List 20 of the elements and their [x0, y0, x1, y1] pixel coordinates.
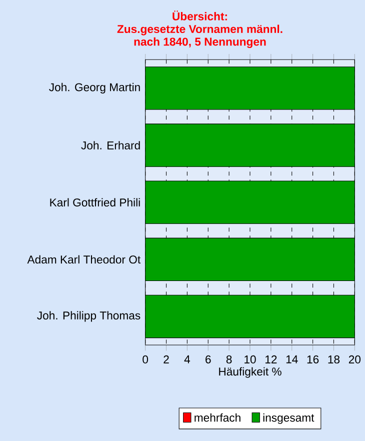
x-tick-label: 6: [205, 355, 211, 364]
legend-label: mehrfach: [194, 413, 240, 422]
x-tick-label: 0: [142, 355, 148, 364]
x-tick-label: 18: [328, 355, 340, 364]
x-tick-label: 8: [226, 355, 232, 364]
y-tick-label: Joh. Philipp Thomas: [36, 311, 140, 322]
x-tick-label: 12: [265, 355, 276, 364]
x-tick-label: 4: [184, 355, 190, 364]
x-tick-label: 2: [163, 355, 169, 364]
x-tick-label: 20: [348, 355, 360, 364]
y-tick-label: Joh. Georg Martin: [48, 82, 140, 94]
y-tick-label: Joh. Erhard: [80, 141, 140, 150]
x-tick-label: 14: [286, 355, 298, 364]
x-tick-label: 10: [244, 355, 256, 364]
x-axis-title: Häufigkeit %: [218, 367, 282, 378]
chart-title: Übersicht: Zus.gesetzte Vornamen männl. nach 1840, 5 Nennungen: [117, 10, 282, 48]
y-tick-label: Karl Gottfried Phili: [50, 198, 140, 206]
legend-label: insgesamt: [263, 413, 314, 424]
x-tick-label: 16: [307, 355, 318, 364]
y-tick-label: Adam Karl Theodor Ot: [27, 255, 140, 264]
